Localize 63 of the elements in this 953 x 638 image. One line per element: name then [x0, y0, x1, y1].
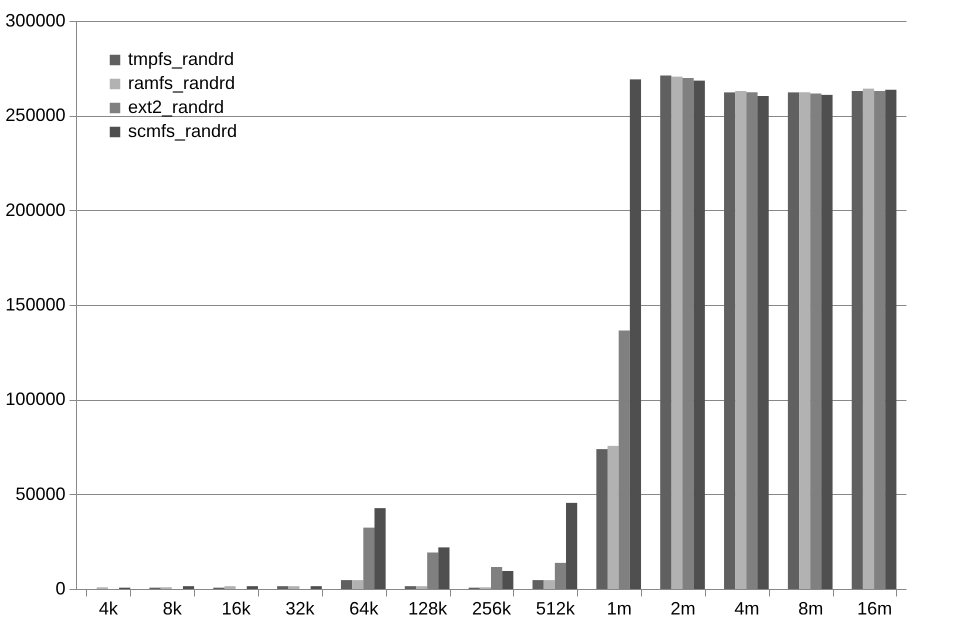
bar [566, 502, 578, 589]
bar [852, 91, 863, 589]
bar [416, 586, 428, 589]
y-tick-label: 150000 [5, 294, 66, 314]
bar [404, 586, 416, 589]
legend-label: ramfs_randrd [128, 73, 236, 93]
x-tick-label: 8k [162, 598, 183, 618]
bar [799, 92, 810, 589]
bar [182, 586, 194, 589]
bar [532, 580, 544, 589]
bar [821, 94, 833, 589]
bar [246, 586, 258, 589]
x-tick-label: 64k [349, 598, 380, 618]
bar [224, 586, 236, 589]
bar [862, 88, 874, 589]
x-tick-label: 2m [670, 598, 696, 618]
bar [874, 91, 886, 589]
legend-label: tmpfs_randrd [128, 49, 234, 69]
bar [758, 96, 769, 589]
bar [310, 586, 322, 589]
x-tick-label: 16k [222, 598, 252, 618]
bar [694, 80, 705, 589]
bar [340, 580, 352, 589]
bar [427, 552, 438, 589]
bar [363, 528, 374, 589]
bar [724, 92, 736, 589]
bar [554, 562, 566, 589]
bar [374, 508, 386, 589]
bar [682, 78, 694, 589]
bar [438, 547, 450, 589]
y-tick-label: 250000 [5, 105, 66, 126]
x-tick-label: 512k [536, 598, 576, 618]
y-tick-label: 300000 [5, 10, 66, 30]
bar [277, 586, 288, 589]
bar [352, 580, 364, 589]
bar [788, 92, 800, 589]
bar [544, 580, 555, 589]
bar [746, 92, 758, 589]
y-tick-label: 100000 [5, 389, 66, 410]
bar [885, 90, 896, 589]
x-tick-label: 4m [734, 598, 760, 618]
x-tick-label: 256k [472, 598, 512, 618]
bar [735, 91, 746, 589]
legend-label: scmfs_randrd [128, 121, 238, 141]
bar [608, 446, 619, 589]
bar [630, 79, 642, 589]
y-tick-label: 50000 [15, 484, 66, 504]
x-tick-label: 8m [798, 598, 824, 618]
bar [810, 94, 822, 589]
bar [596, 449, 608, 589]
bar [660, 76, 672, 589]
legend-label: ext2_randrd [128, 97, 224, 117]
bar [671, 76, 683, 589]
x-tick-label: 1m [606, 598, 632, 618]
y-tick-label: 0 [55, 578, 66, 598]
x-tick-label: 128k [408, 598, 448, 618]
bar [491, 567, 502, 589]
x-tick-label: 16m [857, 598, 892, 618]
bar [288, 586, 300, 589]
x-tick-label: 32k [285, 598, 316, 618]
x-tick-label: 4k [98, 598, 119, 618]
y-tick-label: 200000 [5, 200, 66, 220]
bar [502, 571, 514, 589]
